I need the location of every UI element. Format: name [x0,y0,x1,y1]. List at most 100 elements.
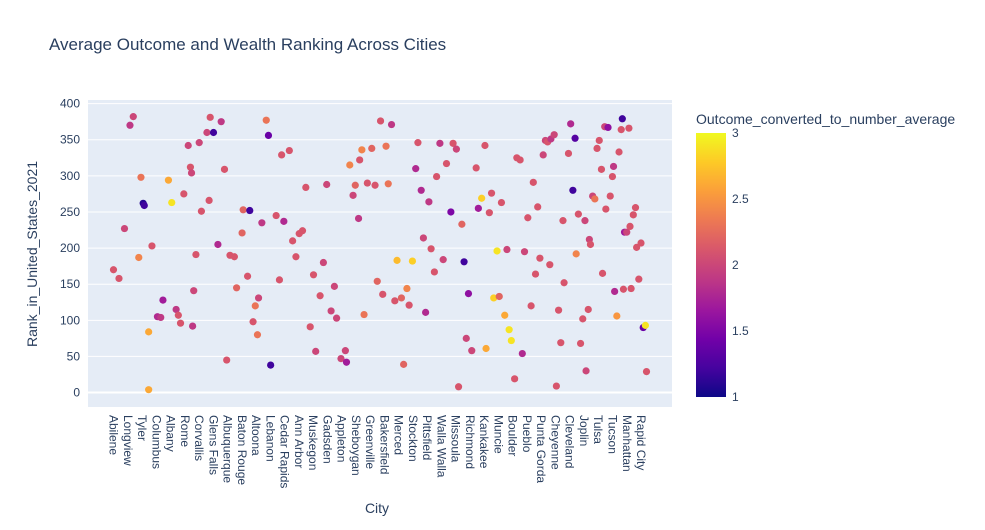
data-point[interactable] [642,368,651,376]
data-point[interactable] [190,287,198,295]
data-point[interactable] [264,131,273,139]
data-point[interactable] [571,134,579,142]
data-point[interactable] [371,181,379,189]
data-point[interactable] [606,192,614,200]
data-point[interactable] [586,240,595,249]
data-point[interactable] [349,191,357,199]
data-point[interactable] [626,222,634,231]
data-point[interactable] [337,355,345,363]
data-point[interactable] [419,234,428,242]
data-point[interactable] [174,311,182,319]
data-point[interactable] [197,207,206,215]
data-point[interactable] [641,321,650,329]
data-point[interactable] [617,126,625,134]
data-point[interactable] [272,211,280,220]
data-point[interactable] [576,339,585,348]
data-point[interactable] [203,128,211,137]
data-point[interactable] [354,214,363,223]
data-point[interactable] [387,120,396,129]
data-point[interactable] [487,189,496,197]
data-point[interactable] [232,284,241,292]
data-point[interactable] [168,198,176,207]
data-point[interactable] [157,313,165,322]
data-point[interactable] [164,176,173,184]
data-point[interactable] [497,198,506,207]
data-point[interactable] [249,318,257,326]
data-point[interactable] [557,339,565,347]
data-point[interactable] [243,272,252,280]
data-point[interactable] [278,151,286,159]
data-point[interactable] [391,297,399,305]
data-point[interactable] [481,141,489,150]
data-point[interactable] [625,124,633,132]
data-point[interactable] [251,302,259,310]
data-point[interactable] [405,301,413,309]
data-point[interactable] [342,358,351,366]
data-point[interactable] [602,205,610,213]
data-point[interactable] [516,156,524,164]
data-point[interactable] [262,116,270,124]
data-point[interactable] [159,296,167,304]
data-point[interactable] [468,347,476,355]
data-point[interactable] [258,219,266,227]
data-point[interactable] [393,256,401,264]
data-point[interactable] [464,289,473,298]
data-point[interactable] [598,269,607,277]
data-point[interactable] [275,276,284,284]
data-point[interactable] [501,311,509,319]
data-point[interactable] [412,165,420,173]
data-point[interactable] [397,294,406,302]
data-point[interactable] [503,245,511,254]
data-point[interactable] [358,146,366,154]
data-point[interactable] [145,328,153,336]
data-point[interactable] [341,347,349,355]
data-point[interactable] [569,186,577,194]
data-point[interactable] [507,336,515,345]
data-point[interactable] [574,210,582,218]
data-point[interactable] [285,146,293,155]
data-point[interactable] [462,334,470,342]
data-point[interactable] [560,279,568,287]
data-point[interactable] [176,319,185,327]
data-point[interactable] [584,305,592,314]
data-point[interactable] [115,274,123,283]
data-point[interactable] [579,315,587,323]
data-point[interactable] [220,165,229,173]
data-point[interactable] [559,217,567,225]
data-point[interactable] [564,149,573,158]
data-point[interactable] [520,248,529,256]
data-point[interactable] [593,144,601,152]
data-point[interactable] [205,196,213,205]
data-point[interactable] [332,314,341,322]
data-point[interactable] [217,118,225,126]
data-point[interactable] [425,198,433,206]
data-point[interactable] [454,383,463,391]
data-point[interactable] [187,169,196,177]
data-point[interactable] [627,284,635,293]
data-point[interactable] [223,356,231,364]
data-point[interactable] [145,386,153,394]
data-point[interactable] [432,172,441,181]
data-point[interactable] [536,254,544,262]
data-point[interactable] [615,148,623,156]
data-point[interactable] [595,136,603,145]
data-point[interactable] [376,117,385,125]
data-point[interactable] [436,139,444,147]
data-point[interactable] [238,229,246,237]
data-point[interactable] [360,310,368,319]
data-point[interactable] [485,209,493,217]
data-point[interactable] [126,121,134,129]
data-point[interactable] [478,194,486,202]
data-point[interactable] [408,257,417,265]
data-point[interactable] [148,242,156,250]
data-point[interactable] [129,113,137,121]
data-point[interactable] [172,305,180,314]
data-point[interactable] [417,186,425,194]
data-point[interactable] [230,253,238,261]
data-point[interactable] [189,322,197,330]
data-point[interactable] [180,190,188,198]
data-point[interactable] [505,326,513,334]
data-point[interactable] [312,347,320,355]
data-point[interactable] [458,220,466,228]
data-point[interactable] [120,224,129,233]
